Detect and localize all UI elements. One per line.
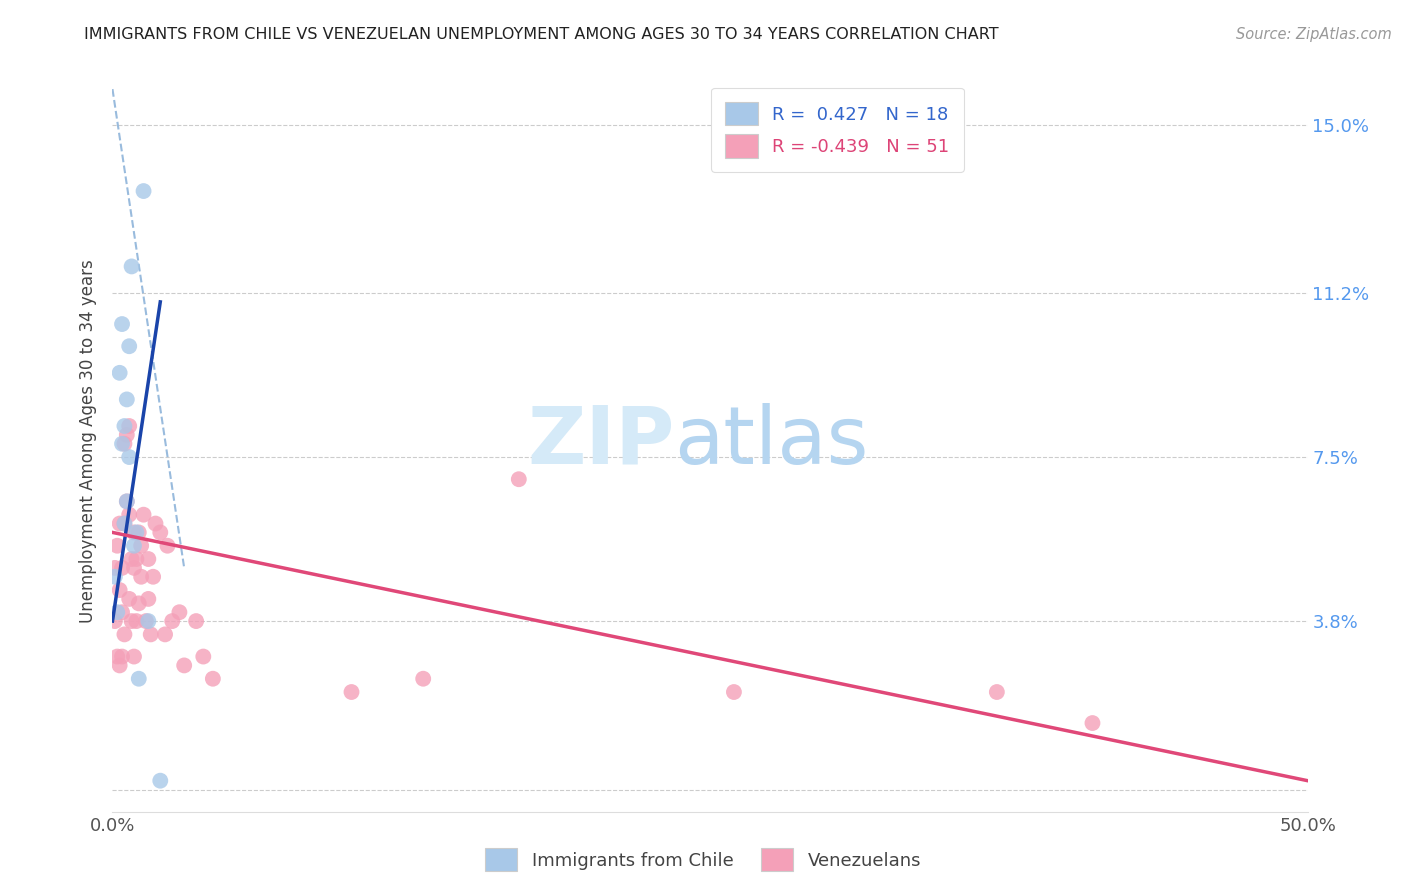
Point xyxy=(122,649,145,664)
Point xyxy=(105,649,128,664)
Point xyxy=(111,317,134,331)
Point xyxy=(149,525,172,540)
Point xyxy=(114,516,135,531)
Point xyxy=(118,508,141,522)
Point xyxy=(122,525,145,540)
Point xyxy=(138,552,160,566)
Point xyxy=(193,649,215,664)
Point xyxy=(508,472,530,486)
Point xyxy=(104,570,127,584)
Point xyxy=(115,428,138,442)
Point xyxy=(153,627,176,641)
Point xyxy=(169,605,191,619)
Point xyxy=(173,658,195,673)
Point xyxy=(115,494,138,508)
Point xyxy=(122,539,145,553)
Point xyxy=(412,672,434,686)
Point xyxy=(129,539,152,553)
Text: ZIP: ZIP xyxy=(527,402,675,481)
Point xyxy=(138,591,160,606)
Point xyxy=(142,570,165,584)
Point xyxy=(132,184,155,198)
Legend: Immigrants from Chile, Venezuelans: Immigrants from Chile, Venezuelans xyxy=(478,841,928,879)
Point xyxy=(118,591,141,606)
Point xyxy=(118,419,141,434)
Point xyxy=(723,685,745,699)
Point xyxy=(118,339,141,353)
Point xyxy=(128,525,150,540)
Point xyxy=(1081,716,1104,731)
Point xyxy=(111,605,134,619)
Point xyxy=(108,582,131,597)
Point xyxy=(121,552,143,566)
Point xyxy=(128,672,150,686)
Text: IMMIGRANTS FROM CHILE VS VENEZUELAN UNEMPLOYMENT AMONG AGES 30 TO 34 YEARS CORRE: IMMIGRANTS FROM CHILE VS VENEZUELAN UNEM… xyxy=(84,27,1000,42)
Point xyxy=(121,260,143,274)
Point xyxy=(115,494,138,508)
Point xyxy=(111,561,134,575)
Point xyxy=(105,539,128,553)
Point xyxy=(115,392,138,407)
Point xyxy=(139,627,162,641)
Point xyxy=(108,516,131,531)
Point xyxy=(138,614,160,628)
Point xyxy=(118,450,141,464)
Point xyxy=(108,366,131,380)
Point xyxy=(114,627,135,641)
Legend: R =  0.427   N = 18, R = -0.439   N = 51: R = 0.427 N = 18, R = -0.439 N = 51 xyxy=(711,87,965,172)
Point xyxy=(132,508,155,522)
Text: Source: ZipAtlas.com: Source: ZipAtlas.com xyxy=(1236,27,1392,42)
Point xyxy=(111,649,134,664)
Point xyxy=(114,516,135,531)
Point xyxy=(149,773,172,788)
Point xyxy=(156,539,179,553)
Point xyxy=(125,614,148,628)
Point xyxy=(125,552,148,566)
Y-axis label: Unemployment Among Ages 30 to 34 years: Unemployment Among Ages 30 to 34 years xyxy=(79,260,97,624)
Text: atlas: atlas xyxy=(675,402,869,481)
Point xyxy=(111,436,134,450)
Point xyxy=(122,561,145,575)
Point xyxy=(135,614,157,628)
Point xyxy=(114,419,135,434)
Point xyxy=(125,525,148,540)
Point xyxy=(105,605,128,619)
Point xyxy=(162,614,183,628)
Point xyxy=(104,561,127,575)
Point xyxy=(121,614,143,628)
Point xyxy=(201,672,224,686)
Point xyxy=(129,570,152,584)
Point xyxy=(986,685,1008,699)
Point xyxy=(186,614,208,628)
Point xyxy=(108,658,131,673)
Point xyxy=(128,596,150,610)
Point xyxy=(145,516,167,531)
Point xyxy=(104,614,127,628)
Point xyxy=(114,436,135,450)
Point xyxy=(340,685,363,699)
